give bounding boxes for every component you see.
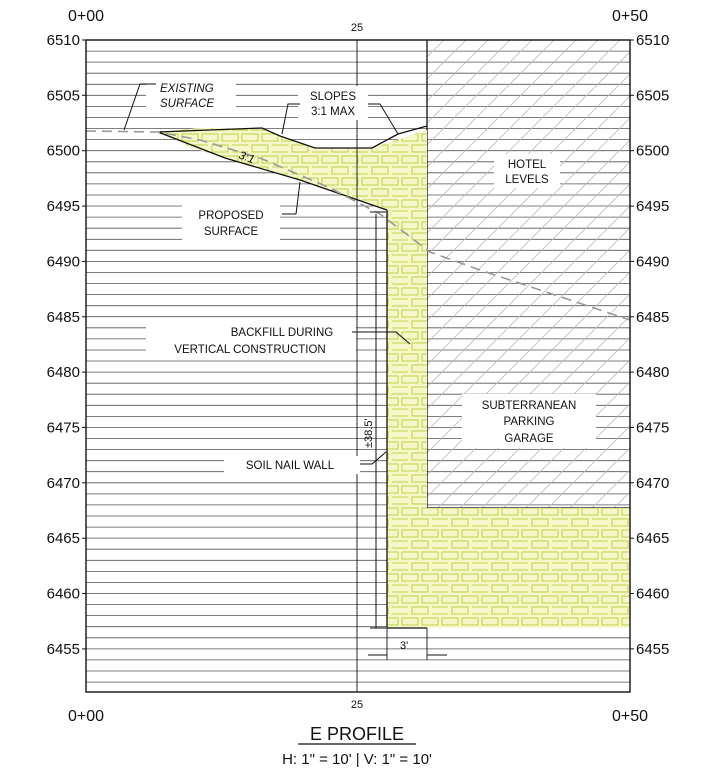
elevation-label-left: 6505 [47,87,80,104]
elevation-label-left: 6495 [47,198,80,215]
elevation-label-right: 6485 [636,309,669,326]
elevation-label-right: 6455 [636,641,669,658]
garage-foundation-fill [387,508,630,628]
svg-text:VERTICAL CONSTRUCTION: VERTICAL CONSTRUCTION [174,344,325,356]
station-start-bottom: 0+00 [68,708,104,725]
existing-surface-note: EXISTING SURFACE [123,78,236,131]
station-mid-bottom: 25 [351,699,363,711]
existing-surface-line [85,130,631,321]
proposed-surface-note: PROPOSED SURFACE [182,181,301,242]
svg-text:PROPOSED: PROPOSED [198,210,263,222]
profile-title: E PROFILE [310,724,404,744]
elevation-label-right: 6460 [636,586,669,603]
elevation-label-left: 6485 [47,309,80,326]
profile-frame [85,39,631,693]
elevation-label-left: 6460 [47,586,80,603]
elevation-label-left: 6510 [47,32,80,49]
svg-text:HOTEL: HOTEL [508,159,547,171]
elevation-label-right: 6505 [636,87,669,104]
elevation-labels-right: 6510 6505 6500 6495 6490 6485 6480 6475 6470 6465… [630,32,669,658]
svg-text:GARAGE: GARAGE [504,433,554,445]
elevation-label-left: 6500 [47,143,80,160]
svg-text:SOIL NAIL WALL: SOIL NAIL WALL [246,460,335,472]
slopes-note: SLOPES 3:1 MAX [281,86,399,135]
backfill-fill [160,128,427,628]
wall-height-label: ±38.5' [363,418,375,448]
profile-scale: H: 1" = 10' | V: 1" = 10' [282,751,432,768]
hotel-levels-note: HOTEL LEVELS [494,154,560,188]
svg-text:BACKFILL DURING: BACKFILL DURING [231,327,334,339]
svg-text:SLOPES: SLOPES [310,91,356,103]
soil-nail-wall-note: SOIL NAIL WALL [224,451,387,474]
elevation-label-right: 6495 [636,198,669,215]
proposed-slope-line [157,131,388,211]
station-end-bottom: 0+50 [612,708,648,725]
svg-text:SURFACE: SURFACE [204,226,259,238]
elevation-label-left: 6475 [47,419,80,436]
offset-label: 3' [400,640,408,652]
svg-text:EXISTING: EXISTING [160,83,214,95]
elevation-label-left: 6470 [47,475,80,492]
elevation-label-right: 6480 [636,364,669,381]
elevation-label-right: 6500 [636,143,669,160]
slope-ratio-label: 3:1 [237,150,256,167]
elevation-label-left: 6465 [47,530,80,547]
svg-text:LEVELS: LEVELS [505,174,549,186]
backfill-note: BACKFILL DURING VERTICAL CONSTRUCTION [146,322,411,360]
elevation-label-right: 6465 [636,530,669,547]
elevation-label-right: 6490 [636,253,669,270]
svg-text:SUBTERRANEAN: SUBTERRANEAN [482,400,577,412]
station-start-top: 0+00 [68,8,104,25]
svg-text:3:1 MAX: 3:1 MAX [311,106,355,118]
elevation-label-left: 6490 [47,253,80,270]
station-mid-top: 25 [351,22,363,34]
station-end-top: 0+50 [612,8,648,25]
subterranean-garage-note: SUBTERRANEAN PARKING GARAGE [462,394,596,448]
elevation-label-left: 6455 [47,641,80,658]
elevation-label-left: 6480 [47,364,80,381]
svg-text:SURFACE: SURFACE [160,98,214,110]
elevation-label-right: 6475 [636,419,669,436]
elevation-label-right: 6470 [636,475,669,492]
hotel-block [427,40,630,508]
elevation-labels-left: 6510 6505 6500 6495 6490 6485 6480 6475 6470 6465… [47,32,86,658]
svg-text:PARKING: PARKING [504,416,555,428]
elevation-label-right: 6510 [636,32,669,49]
